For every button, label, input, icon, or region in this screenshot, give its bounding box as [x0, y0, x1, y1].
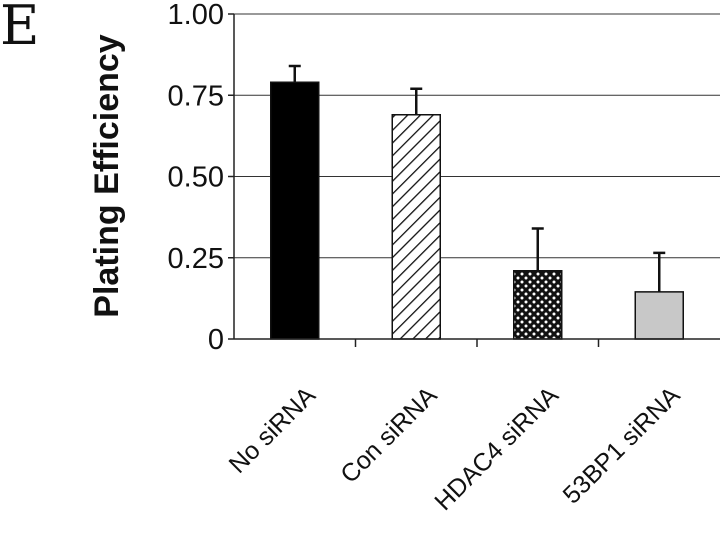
x-tick-label: Con siRNA	[335, 381, 442, 488]
y-axis-label: Plating Efficiency	[88, 34, 126, 317]
x-tick-label: 53BP1 siRNA	[558, 381, 686, 509]
y-tick-label: 0.25	[168, 243, 224, 275]
bars	[270, 81, 684, 340]
y-ticks: 0 0.25 0.50 0.75 1.00	[168, 0, 234, 356]
bar-hdac4-sirna	[513, 270, 563, 340]
panel-label: E	[0, 0, 39, 57]
y-tick-label: 0	[208, 324, 224, 356]
bar-53bp1-sirna	[634, 291, 684, 340]
y-tick-label: 1.00	[168, 0, 224, 31]
x-tick-label: No siRNA	[224, 381, 322, 479]
bar-no-sirna	[270, 81, 320, 340]
x-tick-label: HDAC4 siRNA	[429, 381, 564, 516]
y-tick-label: 0.75	[168, 80, 224, 112]
y-tick-label: 0.50	[168, 162, 224, 194]
error-bars	[288, 64, 666, 292]
bar-con-sirna	[391, 114, 441, 340]
